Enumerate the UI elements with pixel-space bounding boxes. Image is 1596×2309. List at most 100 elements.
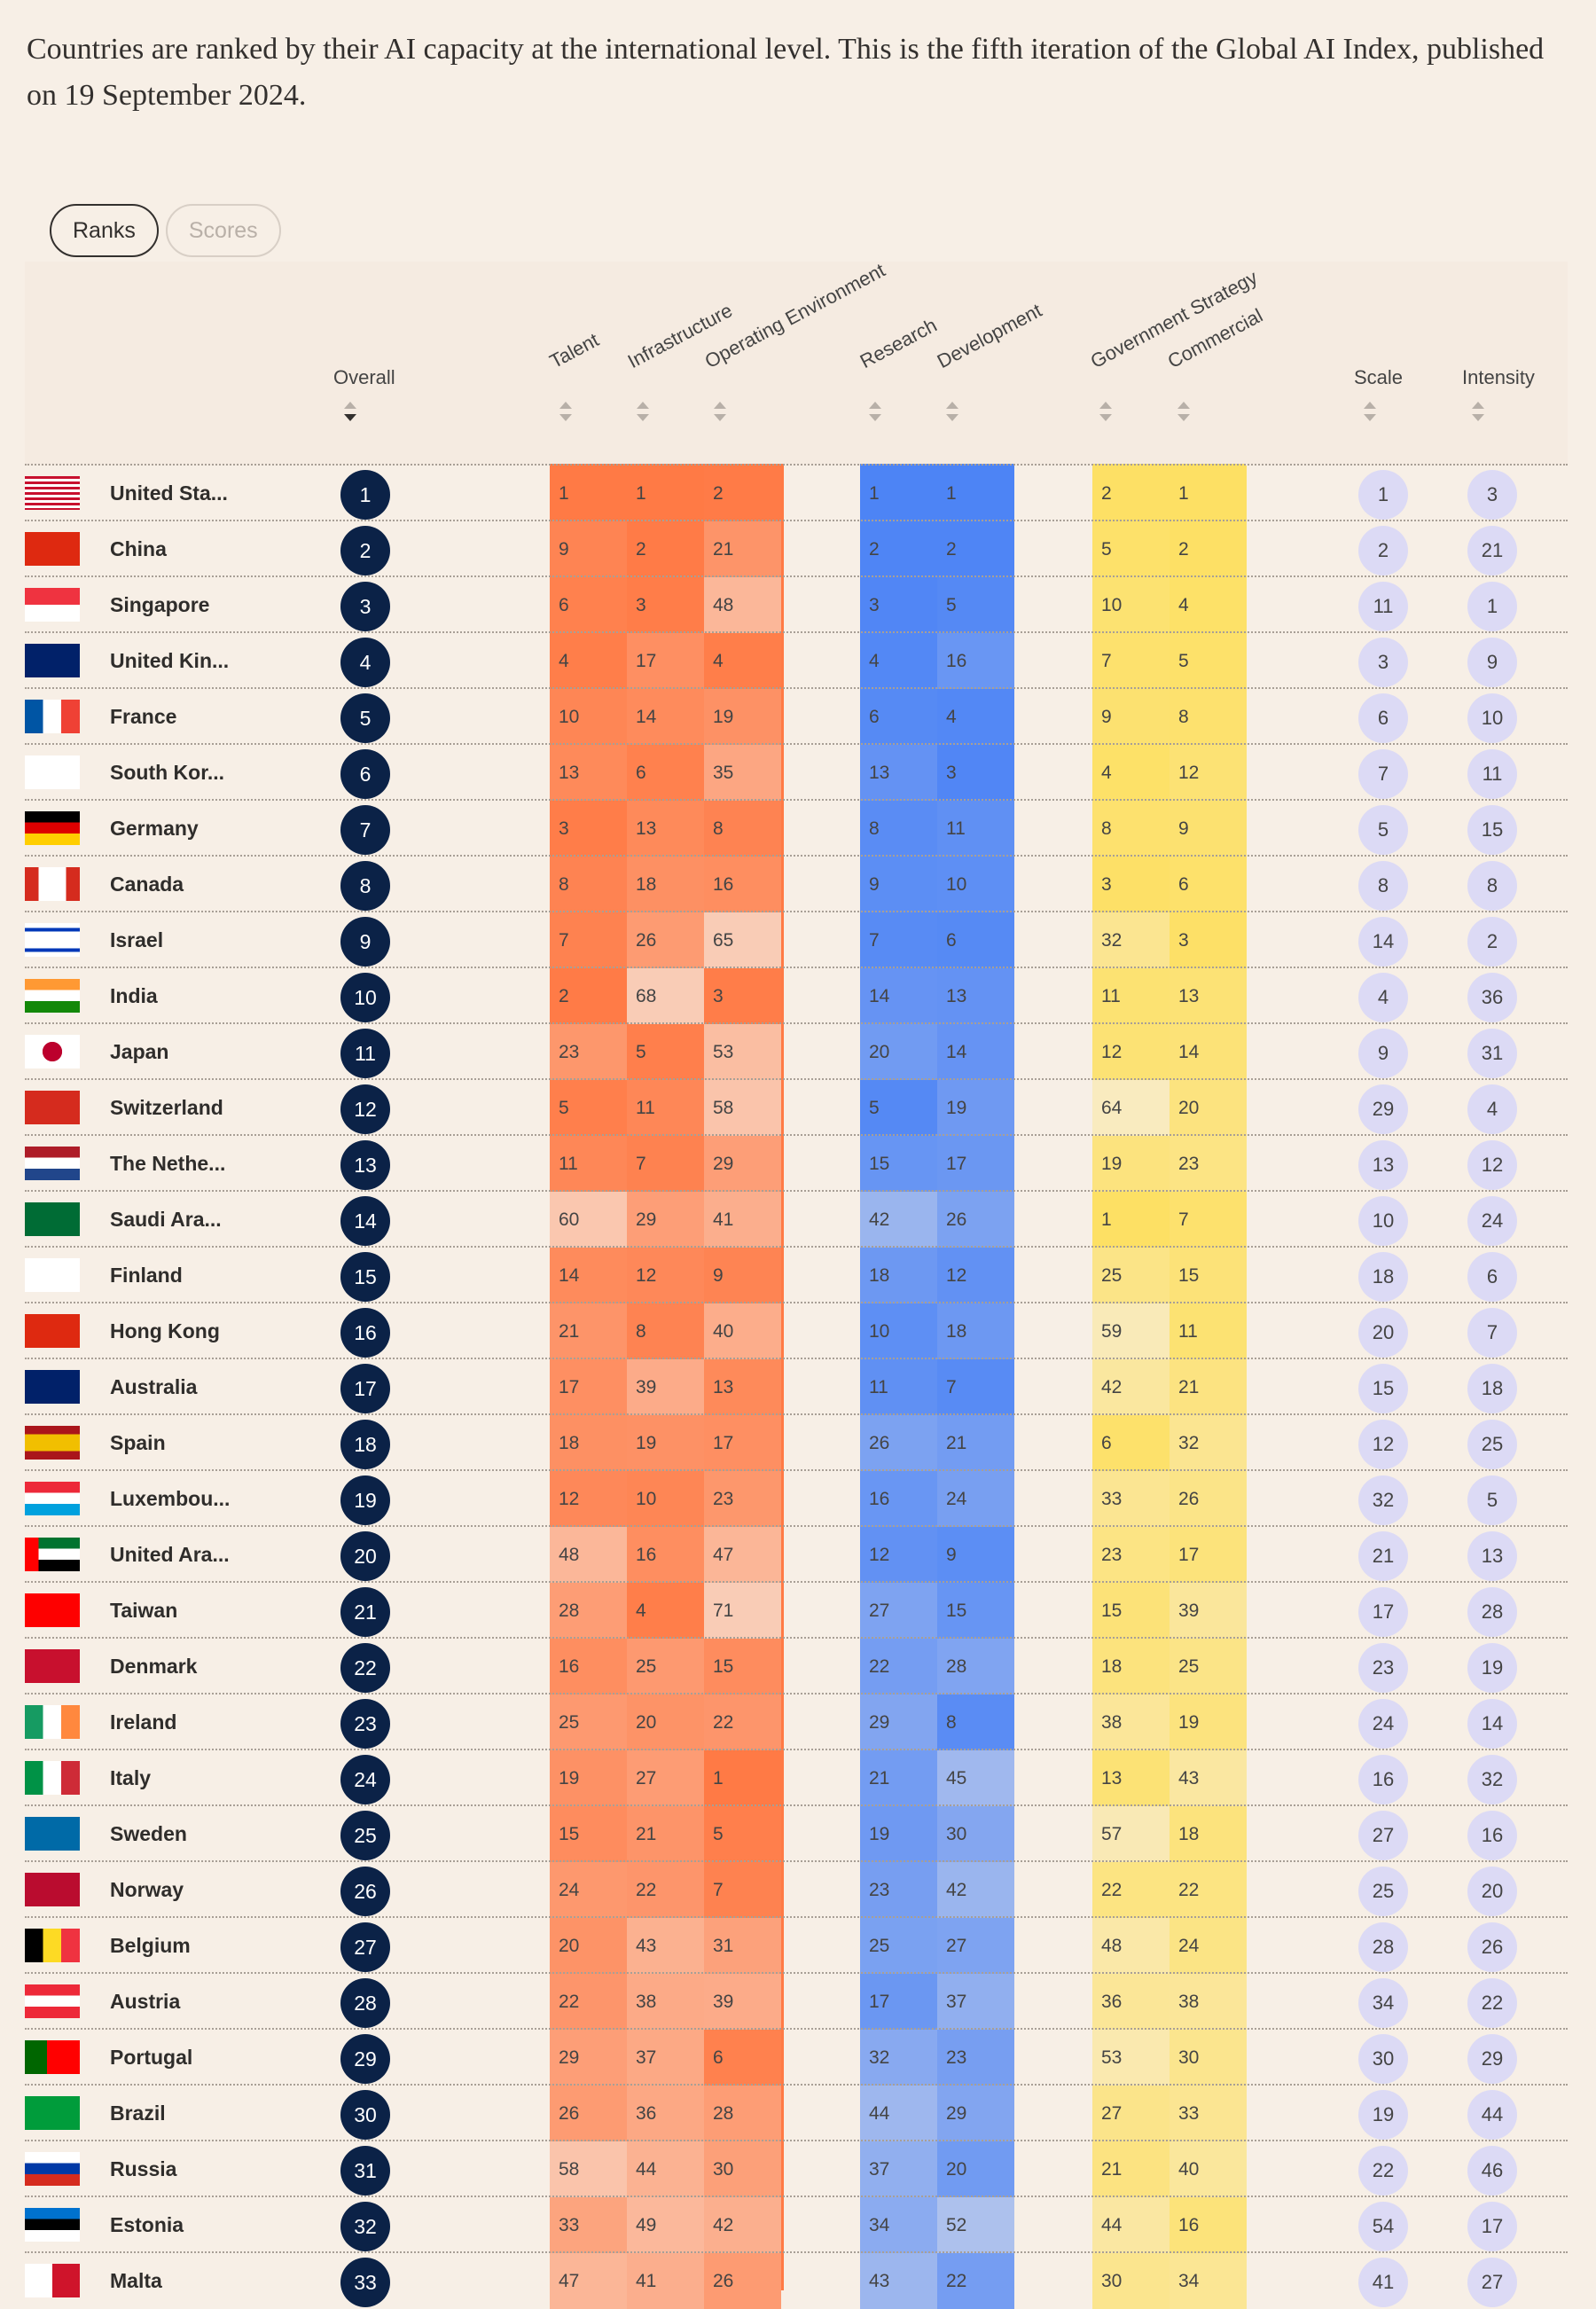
- table-row[interactable]: India 10 2 68 3 14 13 11 13 4 36: [25, 967, 1568, 1024]
- development-rank-cell: 29: [937, 2086, 1014, 2141]
- table-row[interactable]: Italy 24 19 27 1 21 45 13 43 16 32: [25, 1749, 1568, 1806]
- table-row[interactable]: United Kin... 4 4 17 4 4 16 7 5 3 9: [25, 631, 1568, 689]
- development-rank-cell: 9: [937, 1527, 1014, 1583]
- table-row[interactable]: Finland 15 14 12 9 18 12 25 15 18 6: [25, 1246, 1568, 1303]
- table-row[interactable]: Israel 9 7 26 65 7 6 32 3 14 2: [25, 911, 1568, 968]
- scale-sort-icon[interactable]: [1364, 402, 1376, 421]
- intensity-rank-circle: 25: [1467, 1420, 1517, 1469]
- table-row[interactable]: Luxembou... 19 12 10 23 16 24 33 26 32 5: [25, 1469, 1568, 1527]
- research-rank-cell: 11: [860, 1359, 937, 1415]
- development-rank-cell: 22: [937, 2253, 1014, 2309]
- infrastructure-rank-cell: 49: [627, 2197, 704, 2253]
- country-name: Hong Kong: [110, 1319, 220, 1342]
- research-rank-cell: 3: [860, 577, 937, 633]
- operating-environment-rank-cell: 41: [704, 1192, 781, 1248]
- intensity-rank-circle: 31: [1467, 1029, 1517, 1078]
- intensity-sort-icon[interactable]: [1472, 402, 1484, 421]
- talent-rank-cell: 7: [550, 912, 627, 968]
- development-sort-icon[interactable]: [946, 402, 958, 421]
- scale-rank-circle: 10: [1358, 1196, 1408, 1246]
- commercial-rank-cell: 6: [1170, 857, 1247, 912]
- operating-environment-rank-cell: 26: [704, 2253, 781, 2309]
- research-rank-cell: 44: [860, 2086, 937, 2141]
- scores-toggle-button[interactable]: Scores: [165, 204, 281, 257]
- operating-environment-rank-cell: 7: [704, 1862, 781, 1918]
- table-row[interactable]: Sweden 25 15 21 5 19 30 57 18 27 16: [25, 1804, 1568, 1862]
- table-row[interactable]: Ireland 23 25 20 22 29 8 38 19 24 14: [25, 1693, 1568, 1750]
- overall-sort-icon[interactable]: [344, 402, 356, 421]
- government-strategy-rank-cell: 18: [1092, 1639, 1170, 1695]
- table-row[interactable]: United Sta... 1 1 1 2 1 1 2 1 1 3: [25, 464, 1568, 521]
- table-row[interactable]: Taiwan 21 28 4 71 27 15 15 39 17 28: [25, 1581, 1568, 1639]
- development-rank-cell: 30: [937, 1806, 1014, 1862]
- ranks-toggle-button[interactable]: Ranks: [50, 204, 159, 257]
- table-row[interactable]: Portugal 29 29 37 6 32 23 53 30 30 29: [25, 2028, 1568, 2086]
- overall-header[interactable]: Overall: [333, 366, 395, 388]
- table-row[interactable]: Belgium 27 20 43 31 25 27 48 24 28 26: [25, 1916, 1568, 1974]
- overall-rank-badge: 28: [340, 1978, 390, 2028]
- table-row[interactable]: Switzerland 12 5 11 58 5 19 64 20 29 4: [25, 1078, 1568, 1136]
- table-row[interactable]: Japan 11 23 5 53 20 14 12 14 9 31: [25, 1022, 1568, 1080]
- intensity-header[interactable]: Intensity: [1462, 366, 1535, 388]
- research-sort-icon[interactable]: [869, 402, 881, 421]
- table-row[interactable]: Malta 33 47 41 26 43 22 30 34 41 27: [25, 2251, 1568, 2309]
- view-toggle: Ranks Scores: [50, 204, 281, 257]
- research-header[interactable]: Research: [856, 313, 941, 373]
- commercial-rank-cell: 26: [1170, 1471, 1247, 1527]
- operating-environment-sort-icon[interactable]: [714, 402, 726, 421]
- government-strategy-sort-icon[interactable]: [1099, 402, 1112, 421]
- table-row[interactable]: Norway 26 24 22 7 23 42 22 22 25 20: [25, 1860, 1568, 1918]
- table-row[interactable]: United Ara... 20 48 16 47 12 9 23 17 21 13: [25, 1525, 1568, 1583]
- commercial-rank-cell: 4: [1170, 577, 1247, 633]
- overall-rank-badge: 12: [340, 1084, 390, 1134]
- table-row[interactable]: Estonia 32 33 49 42 34 52 44 16 54 17: [25, 2196, 1568, 2253]
- scale-header[interactable]: Scale: [1354, 366, 1404, 388]
- research-rank-cell: 23: [860, 1862, 937, 1918]
- government-strategy-rank-cell: 8: [1092, 801, 1170, 857]
- talent-header[interactable]: Talent: [545, 328, 603, 373]
- overall-rank-badge: 23: [340, 1699, 390, 1749]
- table-row[interactable]: The Nethe... 13 11 7 29 15 17 19 23 13 12: [25, 1134, 1568, 1192]
- government-strategy-rank-cell: 32: [1092, 912, 1170, 968]
- table-row[interactable]: Singapore 3 6 3 48 3 5 10 4 11 1: [25, 575, 1568, 633]
- table-row[interactable]: France 5 10 14 19 6 4 9 8 6 10: [25, 687, 1568, 745]
- talent-rank-cell: 21: [550, 1303, 627, 1359]
- country-name: Malta: [110, 2269, 162, 2292]
- table-row[interactable]: Spain 18 18 19 17 26 21 6 32 12 25: [25, 1413, 1568, 1471]
- table-row[interactable]: Canada 8 8 18 16 9 10 3 6 8 8: [25, 855, 1568, 912]
- development-header[interactable]: Development: [933, 299, 1045, 373]
- malta-flag-icon: [25, 2264, 80, 2297]
- table-row[interactable]: South Kor... 6 13 6 35 13 3 4 12 7 11: [25, 743, 1568, 801]
- research-rank-cell: 42: [860, 1192, 937, 1248]
- table-row[interactable]: Denmark 22 16 25 15 22 28 18 25 23 19: [25, 1637, 1568, 1695]
- table-row[interactable]: Brazil 30 26 36 28 44 29 27 33 19 44: [25, 2084, 1568, 2141]
- table-row[interactable]: Russia 31 58 44 30 37 20 21 40 22 46: [25, 2140, 1568, 2197]
- intensity-rank-circle: 21: [1467, 526, 1517, 575]
- table-row[interactable]: Germany 7 3 13 8 8 11 8 9 5 15: [25, 799, 1568, 857]
- norway-flag-icon: [25, 1873, 80, 1906]
- research-rank-cell: 5: [860, 1080, 937, 1136]
- table-row[interactable]: Hong Kong 16 21 8 40 10 18 59 11 20 7: [25, 1302, 1568, 1359]
- scale-rank-circle: 34: [1358, 1978, 1408, 2028]
- scale-rank-circle: 14: [1358, 917, 1408, 967]
- india-flag-icon: [25, 979, 80, 1013]
- operating-environment-rank-cell: 22: [704, 1695, 781, 1750]
- talent-sort-icon[interactable]: [559, 402, 572, 421]
- infrastructure-rank-cell: 1: [627, 466, 704, 521]
- table-row[interactable]: Austria 28 22 38 39 17 37 36 38 34 22: [25, 1972, 1568, 2030]
- development-rank-cell: 1: [937, 466, 1014, 521]
- operating-environment-rank-cell: 21: [704, 521, 781, 577]
- development-rank-cell: 5: [937, 577, 1014, 633]
- operating-environment-rank-cell: 23: [704, 1471, 781, 1527]
- overall-rank-badge: 3: [340, 582, 390, 631]
- talent-rank-cell: 13: [550, 745, 627, 801]
- government-strategy-rank-cell: 4: [1092, 745, 1170, 801]
- table-row[interactable]: China 2 9 2 21 2 2 5 2 2 21: [25, 520, 1568, 577]
- intensity-rank-circle: 7: [1467, 1308, 1517, 1358]
- commercial-sort-icon[interactable]: [1177, 402, 1190, 421]
- table-row[interactable]: Saudi Ara... 14 60 29 41 42 26 1 7 10 24: [25, 1190, 1568, 1248]
- development-rank-cell: 6: [937, 912, 1014, 968]
- us-flag-icon: [25, 476, 80, 510]
- infrastructure-sort-icon[interactable]: [637, 402, 649, 421]
- table-row[interactable]: Australia 17 17 39 13 11 7 42 21 15 18: [25, 1358, 1568, 1415]
